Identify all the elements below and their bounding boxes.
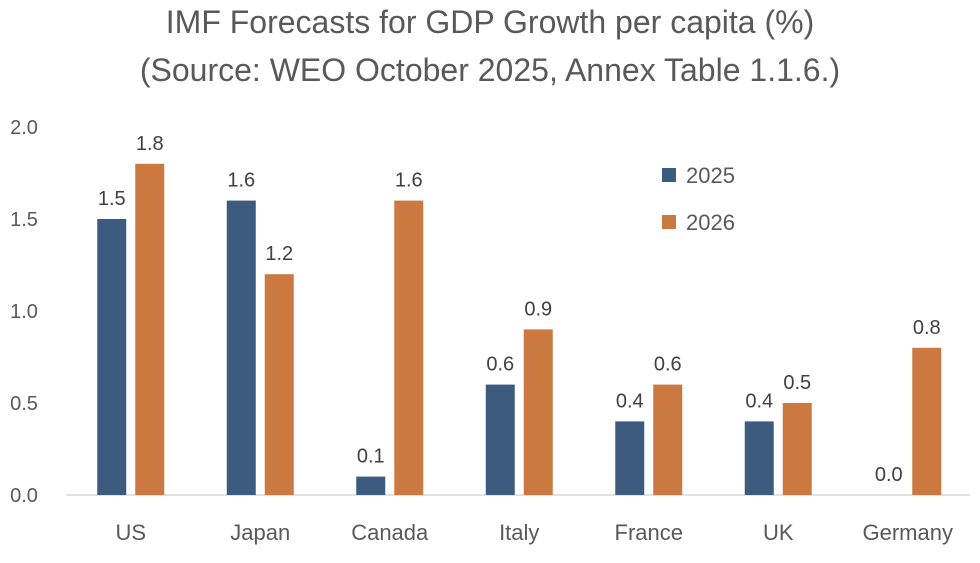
x-tick-label: US [115,520,146,545]
bar-2026-us [135,163,165,496]
bar-2026-germany [912,347,942,495]
data-label: 0.1 [357,446,385,468]
bar-2026-italy [523,329,553,495]
bar-2025-canada [356,476,386,495]
data-label: 0.6 [486,354,514,376]
data-label: 1.5 [98,188,126,210]
bar-2025-us [97,219,127,495]
data-label: 0.4 [745,390,773,412]
x-tick-label: France [615,520,683,545]
legend-label: 2026 [686,210,735,235]
x-tick-label: Canada [351,520,429,545]
bar-2026-canada [394,200,424,495]
chart-title-line: (Source: WEO October 2025, Annex Table 1… [140,52,840,88]
y-tick-label: 0.0 [10,485,38,507]
data-label: 1.6 [227,170,255,192]
data-label: 1.2 [265,243,293,265]
x-tick-label: Germany [863,520,953,545]
y-tick-label: 2.0 [10,117,38,139]
x-tick-label: Japan [230,520,290,545]
y-tick-label: 1.0 [10,301,38,323]
legend-swatch-2026 [662,215,676,229]
bar-2026-france [653,384,683,495]
data-label: 0.8 [913,317,941,339]
chart-title-line: IMF Forecasts for GDP Growth per capita … [166,4,814,40]
data-label: 0.4 [616,390,644,412]
bar-2025-japan [226,200,256,495]
data-label: 0.6 [654,354,682,376]
x-tick-label: UK [763,520,794,545]
data-label: 0.0 [875,464,903,486]
y-tick-label: 1.5 [10,209,38,231]
bar-2025-france [615,421,645,495]
bar-2026-uk [782,403,812,495]
x-tick-label: Italy [499,520,539,545]
legend-swatch-2025 [662,168,676,182]
bar-2026-japan [264,274,294,495]
data-label: 1.8 [136,133,164,155]
y-tick-label: 0.5 [10,393,38,415]
bar-2025-uk [744,421,774,495]
bar-2025-italy [485,384,515,495]
data-label: 0.5 [783,372,811,394]
legend-label: 2025 [686,163,735,188]
data-label: 1.6 [395,170,423,192]
data-label: 0.9 [524,298,552,320]
